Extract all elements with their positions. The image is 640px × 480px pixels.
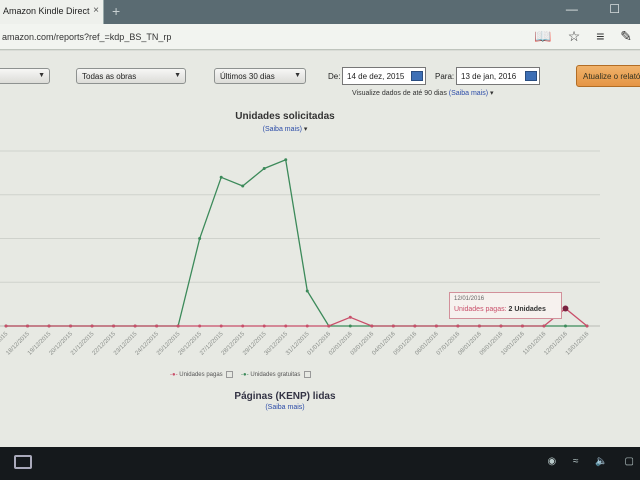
reading-list-icon[interactable]: 📖 — [534, 28, 552, 44]
chevron-down-icon: ▼ — [38, 72, 45, 79]
legend-free[interactable]: -●- Unidades gratuitas — [241, 371, 312, 379]
data-point-paid[interactable] — [155, 324, 159, 328]
chart-legend: -●- Unidades pagas -●- Unidades gratuita… — [170, 371, 317, 378]
legend-free-checkbox[interactable] — [304, 371, 312, 378]
data-point-paid[interactable] — [176, 324, 180, 328]
address-bar: amazon.com/reports?ref_=kdp_BS_TN_rp 📖 ☆… — [0, 24, 640, 50]
browser-tab[interactable]: Amazon Kindle Direct P × — [0, 0, 104, 24]
works-select[interactable]: Todas as obras ▼ — [76, 68, 186, 84]
data-point-paid[interactable] — [520, 324, 524, 328]
kenp-learn-more: (Saiba mais) — [0, 404, 570, 411]
data-point-paid[interactable] — [327, 324, 331, 328]
data-point-paid[interactable] — [219, 324, 223, 328]
volume-icon[interactable]: 🔈 — [595, 456, 608, 467]
data-point-paid[interactable] — [112, 324, 116, 328]
marketplace-select[interactable]: ▼ — [0, 68, 50, 84]
chat-icon[interactable]: ▢ — [624, 456, 634, 467]
data-point-paid[interactable] — [562, 305, 569, 312]
legend-marker: -●- — [241, 372, 249, 379]
data-point-paid[interactable] — [370, 324, 374, 328]
chevron-down-icon: ▼ — [294, 72, 301, 79]
browser-tab-bar: Amazon Kindle Direct P × + — ☐ — [0, 0, 640, 24]
data-point-paid[interactable] — [47, 324, 51, 328]
tab-close-icon[interactable]: × — [93, 5, 99, 16]
data-point-paid[interactable] — [284, 324, 288, 328]
tab-title: Amazon Kindle Direct P — [3, 6, 91, 16]
data-point-free[interactable] — [198, 237, 202, 240]
data-point-paid[interactable] — [90, 324, 94, 328]
new-tab-icon[interactable]: + — [112, 3, 121, 19]
data-point-paid[interactable] — [4, 324, 8, 328]
chart-tooltip: 12/01/2016 Unidades pagas: 2 Unidades — [449, 292, 562, 319]
legend-marker: -●- — [170, 372, 178, 379]
data-point-paid[interactable] — [391, 324, 395, 328]
star-icon[interactable]: ☆ — [567, 28, 581, 44]
to-date-field[interactable]: 13 de jan, 2016 — [456, 67, 540, 85]
data-point-paid[interactable] — [69, 324, 73, 328]
chevron-down-icon: ▾ — [490, 90, 494, 97]
calendar-icon[interactable] — [525, 71, 537, 81]
wifi-icon[interactable]: ≈ — [573, 456, 579, 467]
data-point-paid[interactable] — [477, 324, 481, 328]
url-field[interactable]: amazon.com/reports?ref_=kdp_BS_TN_rp — [2, 32, 172, 42]
x-tick-label: 13/01/2016 — [565, 331, 591, 357]
units-chart: 17/12/201518/12/201519/12/201520/12/2015… — [0, 150, 600, 357]
calendar-icon[interactable] — [411, 71, 423, 81]
to-label: Para: — [435, 72, 455, 81]
series-line-paid — [6, 307, 588, 327]
view-data-note: Visualize dados de até 90 dias (Saiba ma… — [352, 90, 494, 97]
data-point-paid[interactable] — [348, 315, 352, 319]
chart-learn-more-link[interactable]: (Saiba mais) — [262, 126, 302, 133]
notes-icon[interactable]: ✎ — [620, 28, 632, 44]
data-point-paid[interactable] — [26, 324, 30, 328]
menu-icon[interactable]: ≡ — [596, 28, 605, 44]
data-point-free[interactable] — [348, 324, 352, 328]
view-note-link[interactable]: (Saiba mais) — [448, 90, 489, 97]
taskbar: ◉ ≈ 🔈 ▢ — [0, 447, 640, 480]
kenp-learn-more-link[interactable]: (Saiba mais) — [265, 404, 305, 411]
data-point-paid[interactable] — [133, 324, 137, 328]
update-report-button[interactable]: Atualize o relatório — [576, 65, 640, 87]
task-view-icon[interactable] — [14, 455, 32, 469]
legend-paid-checkbox[interactable] — [226, 371, 234, 378]
data-point-paid[interactable] — [542, 324, 546, 328]
data-point-paid[interactable] — [305, 324, 309, 328]
data-point-free[interactable] — [563, 324, 567, 328]
chart-series — [4, 158, 589, 328]
period-select[interactable]: Últimos 30 dias ▼ — [214, 68, 306, 84]
legend-paid[interactable]: -●- Unidades pagas — [170, 371, 235, 379]
network-icon[interactable]: ◉ — [547, 456, 557, 467]
chevron-down-icon: ▼ — [174, 72, 181, 79]
report-page: ▼ Todas as obras ▼ Últimos 30 dias ▼ De:… — [0, 51, 640, 447]
chevron-down-icon: ▾ — [303, 126, 308, 133]
data-point-free[interactable] — [241, 184, 245, 188]
data-point-paid[interactable] — [585, 324, 589, 328]
from-date-field[interactable]: 14 de dez, 2015 — [342, 67, 426, 85]
data-point-free[interactable] — [284, 158, 288, 162]
chart-title: Unidades solicitadas — [235, 111, 335, 122]
system-tray: ◉ ≈ 🔈 ▢ — [534, 456, 634, 467]
data-point-paid[interactable] — [262, 324, 266, 328]
tooltip-value: Unidades pagas: 2 Unidades — [454, 306, 546, 313]
data-point-free[interactable] — [262, 167, 266, 170]
data-point-paid[interactable] — [413, 324, 417, 328]
data-point-free[interactable] — [219, 175, 223, 179]
chart-learn-more: (Saiba mais) ▾ — [0, 125, 570, 133]
data-point-paid[interactable] — [241, 324, 245, 328]
data-point-free[interactable] — [305, 289, 309, 293]
browser-toolbar: 📖 ☆ ≡ ✎ — [522, 28, 632, 45]
data-point-paid[interactable] — [456, 324, 460, 328]
from-label: De: — [328, 72, 341, 81]
tooltip-date: 12/01/2016 — [454, 296, 485, 302]
chart-x-labels: 17/12/201518/12/201519/12/201520/12/2015… — [0, 331, 591, 357]
data-point-paid[interactable] — [499, 324, 503, 328]
data-point-paid[interactable] — [198, 324, 202, 328]
window-controls[interactable]: — ☐ — [565, 2, 634, 16]
data-point-paid[interactable] — [434, 324, 438, 328]
kenp-section-title: Páginas (KENP) lidas — [234, 391, 336, 402]
